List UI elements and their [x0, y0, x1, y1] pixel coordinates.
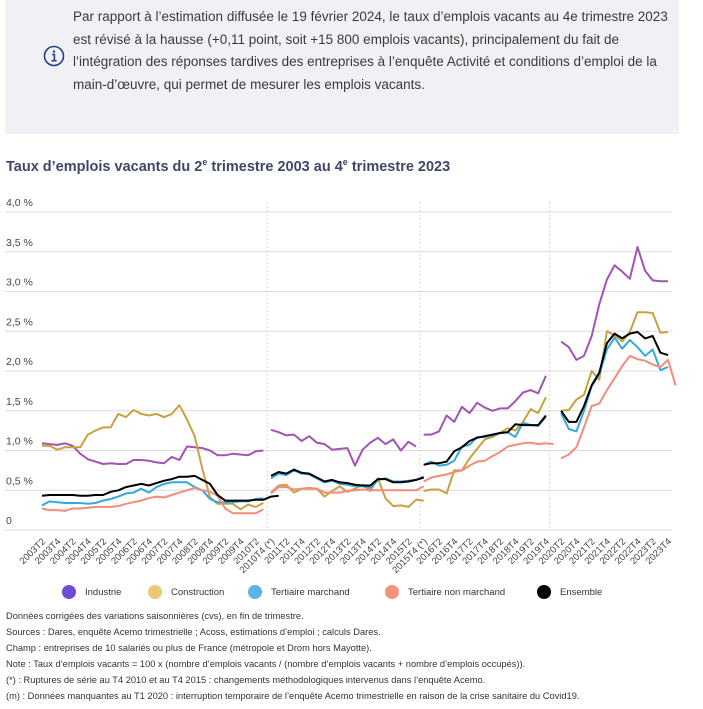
series-line-ensemble: [423, 414, 547, 466]
y-tick-label: 3,5 %: [6, 237, 33, 249]
title-part: trimestre 2003 au 4: [207, 158, 343, 175]
note-line: (m) : Données manquantes au T1 2020 : in…: [6, 691, 580, 701]
note-line: Sources : Dares, enquête Acemo trimestri…: [6, 627, 381, 637]
title-part: Taux d’emplois vacants du 2: [6, 158, 203, 175]
legend-item[interactable]: Ensemble: [537, 585, 602, 599]
chart-notes: Données corrigées des variations saisonn…: [6, 608, 579, 704]
title-part: trimestre 2023: [347, 158, 451, 175]
y-tick-label: 1,0 %: [6, 436, 33, 448]
y-tick-label: 2,0 %: [6, 356, 33, 368]
y-tick-label: 4,0 %: [6, 197, 33, 209]
y-tick-label: 1,5 %: [6, 396, 33, 408]
series-line-industrie: [560, 246, 668, 361]
note-line: (*) : Ruptures de série au T4 2010 et au…: [6, 675, 486, 685]
series-line-industrie: [270, 428, 417, 467]
note-line: Données corrigées des variations saisonn…: [6, 611, 304, 621]
legend-item[interactable]: Tertiaire marchand: [248, 585, 350, 599]
legend-swatch: [537, 585, 551, 599]
series-line-tertiaire-marchand: [560, 336, 669, 433]
legend-label: Ensemble: [560, 586, 603, 598]
legend-swatch: [62, 585, 76, 599]
legend-swatch: [385, 585, 399, 599]
chart-legend: Industrie Construction Tertiaire marchand T…: [0, 585, 703, 605]
series-line-construction: [423, 396, 547, 495]
title-sup: e: [202, 157, 208, 167]
legend-item[interactable]: Construction: [148, 585, 224, 599]
series-line-tertiaire-non-marchand: [41, 486, 264, 515]
series-line-tertiaire-marchand: [270, 469, 425, 489]
y-tick-label: 2,5 %: [6, 316, 33, 328]
line-chart: 0 0,5 % 1,0 % 1,5 % 2,0 % 2,5 % 3,0 % 3,5 % 4,0 …: [5, 197, 677, 576]
series-line-construction: [560, 311, 669, 412]
series-line-tertiaire-marchand: [41, 481, 264, 507]
legend-label: Tertiaire marchand: [271, 586, 350, 598]
info-text: Par rapport à l’estimation diffusée le 1…: [73, 9, 668, 92]
chart-title: Taux d’emplois vacants du 2e trimestre 2…: [6, 157, 450, 175]
legend-label: Construction: [171, 586, 225, 598]
legend-swatch: [148, 585, 162, 599]
series-line-tertiaire-non-marchand: [270, 485, 425, 495]
note-line: Note : Taux d’emplois vacants = 100 x (n…: [6, 659, 526, 669]
legend-item[interactable]: Industrie: [62, 585, 121, 599]
legend-item[interactable]: Tertiaire non marchand: [385, 585, 505, 599]
series-line-tertiaire-non-marchand: [423, 441, 554, 483]
note-line: Champ : entreprises de 10 salariés ou pl…: [6, 643, 372, 653]
series-line-industrie: [41, 442, 264, 465]
title-sup: e: [342, 157, 348, 167]
legend-swatch: [248, 585, 262, 599]
series-line-industrie: [423, 375, 547, 436]
series-line-tertiaire-non-marchand: [560, 354, 677, 460]
info-box: Par rapport à l’estimation diffusée le 1…: [5, 0, 679, 134]
info-circle-icon: [43, 45, 65, 67]
y-tick-label: 0,5 %: [6, 475, 33, 487]
legend-label: Tertiaire non marchand: [408, 586, 506, 598]
legend-label: Industrie: [85, 586, 122, 598]
y-tick-label: 0: [6, 515, 12, 527]
y-tick-label: 3,0 %: [6, 277, 33, 289]
series-line-ensemble: [270, 468, 425, 487]
series-line-ensemble: [560, 331, 669, 423]
series-line-construction: [42, 404, 264, 511]
series-line-ensemble: [41, 474, 279, 502]
